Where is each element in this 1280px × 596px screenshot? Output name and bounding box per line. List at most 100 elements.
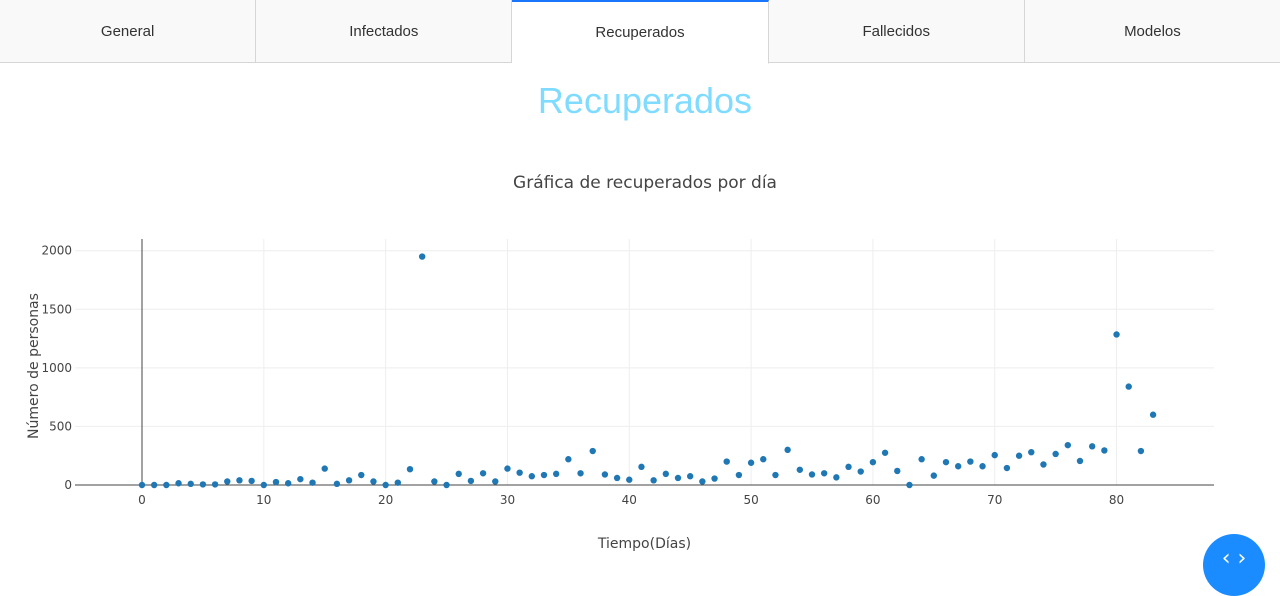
data-point <box>345 477 353 484</box>
data-point <box>540 471 548 479</box>
tab-fallecidos[interactable]: Fallecidos <box>768 0 1025 63</box>
data-point <box>1052 450 1059 458</box>
data-point <box>1064 441 1072 449</box>
y-tick-label: 1000 <box>41 361 72 375</box>
data-point <box>942 458 950 466</box>
data-point <box>552 470 560 478</box>
data-point <box>1040 461 1047 468</box>
data-point <box>382 481 389 489</box>
x-tick-label: 40 <box>622 493 637 507</box>
data-point <box>175 480 182 487</box>
data-point <box>857 468 864 475</box>
data-point <box>638 463 645 471</box>
data-point <box>967 458 974 465</box>
data-point <box>1015 452 1023 459</box>
data-point <box>504 465 511 472</box>
data-point <box>735 471 743 479</box>
y-tick-label: 2000 <box>41 244 72 258</box>
x-axis-title: Tiempo(Días) <box>597 536 691 552</box>
data-point <box>820 470 828 477</box>
x-tick-label: 10 <box>256 493 271 507</box>
data-point <box>723 458 730 465</box>
y-tick-label: 0 <box>64 478 72 492</box>
data-point <box>674 474 682 482</box>
x-tick-label: 80 <box>1109 493 1124 507</box>
data-point <box>248 477 255 485</box>
data-point <box>1088 443 1096 450</box>
data-point <box>199 481 207 488</box>
y-axis-title: Número de personas <box>26 293 42 439</box>
data-point <box>589 447 596 455</box>
y-tick-label: 500 <box>49 419 72 433</box>
x-tick-label: 30 <box>500 493 515 507</box>
data-point <box>760 456 767 463</box>
data-point <box>236 477 243 484</box>
tab-general[interactable]: General <box>0 0 257 63</box>
tab-modelos[interactable]: Modelos <box>1024 0 1280 63</box>
data-point <box>979 463 986 470</box>
code-icon: ‹ › <box>1221 546 1247 571</box>
x-tick-label: 50 <box>743 493 758 507</box>
data-point <box>1003 464 1011 472</box>
data-point <box>1101 447 1108 454</box>
data-point <box>467 477 475 485</box>
data-point <box>443 481 450 489</box>
x-tick-label: 20 <box>378 493 393 507</box>
x-tick-label: 70 <box>987 493 1002 507</box>
recuperados-scatter-chart: 0 10 20 30 40 50 60 70 80 0 500 1000 1500 2000 Tiempo(… <box>26 239 1214 552</box>
data-point <box>479 470 487 477</box>
tab-infectados[interactable]: Infectados <box>256 0 513 63</box>
data-point <box>699 478 706 485</box>
data-point <box>163 481 170 489</box>
data-point <box>528 473 536 480</box>
data-point <box>662 470 670 478</box>
data-point <box>613 474 621 482</box>
data-point <box>869 458 877 466</box>
data-point <box>516 469 523 476</box>
data-point <box>881 449 889 456</box>
data-point <box>784 446 791 454</box>
data-point <box>626 476 633 483</box>
data-point <box>711 475 718 482</box>
data-point <box>601 471 609 478</box>
data-point <box>772 471 779 479</box>
data-point <box>1028 449 1035 456</box>
data-point <box>211 481 219 488</box>
data-point <box>808 471 816 478</box>
data-point <box>565 456 572 463</box>
y-tick-label: 1500 <box>41 302 72 316</box>
data-point <box>333 480 341 488</box>
data-point <box>1113 331 1120 338</box>
data-point <box>1137 447 1145 455</box>
tab-recuperados[interactable]: Recuperados <box>512 0 769 64</box>
data-point <box>1125 383 1132 390</box>
data-point <box>406 465 414 473</box>
data-point <box>370 478 377 485</box>
data-point <box>686 473 694 480</box>
data-point <box>991 451 998 459</box>
data-point <box>492 478 499 485</box>
data-point <box>954 463 962 470</box>
code-toggle-button[interactable]: ‹ › <box>1203 534 1265 596</box>
data-point <box>187 480 194 488</box>
data-point <box>431 478 438 485</box>
data-point <box>297 475 304 483</box>
data-point <box>747 459 755 466</box>
data-point <box>394 479 402 486</box>
data-point <box>418 253 426 260</box>
x-tick-label: 0 <box>138 493 146 507</box>
data-point <box>284 480 292 487</box>
data-point <box>224 478 231 485</box>
chart-title: Gráfica de recuperados por día <box>513 173 777 193</box>
tab-bar: General Infectados Recuperados Fallecido… <box>0 0 1280 64</box>
data-point <box>894 467 901 475</box>
data-point <box>260 481 268 489</box>
data-point <box>833 474 840 481</box>
data-point <box>577 470 584 477</box>
data-point <box>138 481 146 489</box>
data-point <box>906 481 913 489</box>
data-point <box>358 471 365 479</box>
data-point <box>455 470 462 478</box>
data-point <box>930 472 938 479</box>
data-point <box>918 456 925 463</box>
